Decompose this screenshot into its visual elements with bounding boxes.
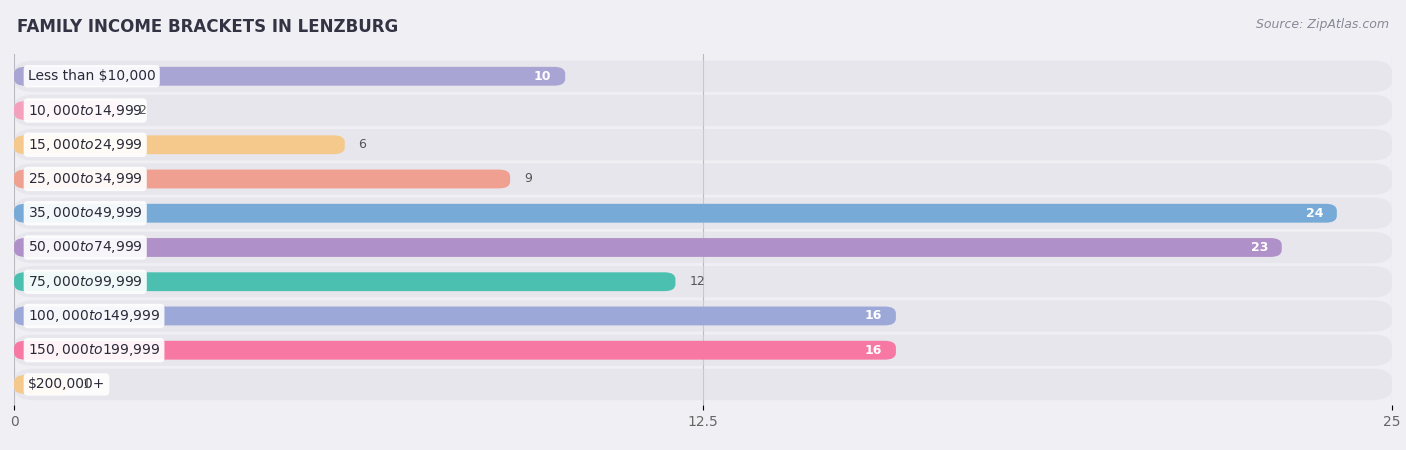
FancyBboxPatch shape (14, 341, 896, 360)
Text: $75,000 to $99,999: $75,000 to $99,999 (28, 274, 142, 290)
FancyBboxPatch shape (14, 170, 510, 189)
Text: FAMILY INCOME BRACKETS IN LENZBURG: FAMILY INCOME BRACKETS IN LENZBURG (17, 18, 398, 36)
Text: $200,000+: $200,000+ (28, 378, 105, 392)
FancyBboxPatch shape (14, 334, 1392, 366)
Text: 6: 6 (359, 138, 367, 151)
Text: $25,000 to $34,999: $25,000 to $34,999 (28, 171, 142, 187)
FancyBboxPatch shape (14, 101, 124, 120)
Text: $10,000 to $14,999: $10,000 to $14,999 (28, 103, 142, 118)
Text: 23: 23 (1250, 241, 1268, 254)
Text: 16: 16 (865, 344, 882, 357)
Text: 24: 24 (1306, 207, 1323, 220)
FancyBboxPatch shape (14, 306, 896, 325)
Text: Source: ZipAtlas.com: Source: ZipAtlas.com (1256, 18, 1389, 31)
Text: 1: 1 (83, 378, 91, 391)
FancyBboxPatch shape (14, 272, 675, 291)
FancyBboxPatch shape (14, 375, 69, 394)
Text: $15,000 to $24,999: $15,000 to $24,999 (28, 137, 142, 153)
FancyBboxPatch shape (14, 129, 1392, 161)
FancyBboxPatch shape (14, 204, 1337, 223)
Text: Less than $10,000: Less than $10,000 (28, 69, 156, 83)
FancyBboxPatch shape (14, 238, 1282, 257)
Text: $100,000 to $149,999: $100,000 to $149,999 (28, 308, 160, 324)
FancyBboxPatch shape (14, 232, 1392, 263)
FancyBboxPatch shape (14, 300, 1392, 332)
Text: 10: 10 (534, 70, 551, 83)
Text: $50,000 to $74,999: $50,000 to $74,999 (28, 239, 142, 256)
FancyBboxPatch shape (14, 95, 1392, 126)
FancyBboxPatch shape (14, 266, 1392, 297)
FancyBboxPatch shape (14, 163, 1392, 195)
Text: 12: 12 (689, 275, 704, 288)
Text: 16: 16 (865, 310, 882, 323)
FancyBboxPatch shape (14, 198, 1392, 229)
FancyBboxPatch shape (14, 369, 1392, 400)
FancyBboxPatch shape (14, 135, 344, 154)
Text: 2: 2 (138, 104, 146, 117)
Text: $150,000 to $199,999: $150,000 to $199,999 (28, 342, 160, 358)
FancyBboxPatch shape (14, 60, 1392, 92)
Text: 9: 9 (524, 172, 531, 185)
Text: $35,000 to $49,999: $35,000 to $49,999 (28, 205, 142, 221)
FancyBboxPatch shape (14, 67, 565, 86)
